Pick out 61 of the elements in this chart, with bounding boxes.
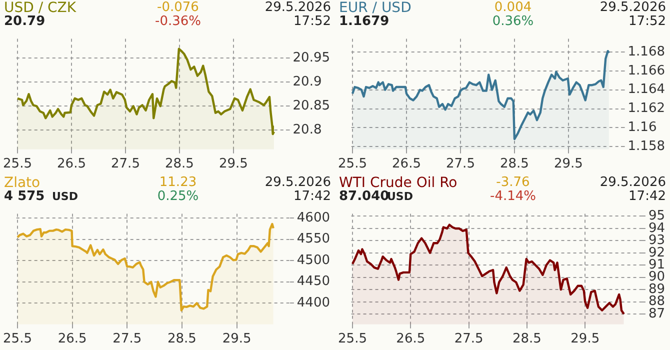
x-tick-label: 28.5 [500,156,529,172]
y-tick-label: 4600 [296,210,330,226]
y-tick-label: 4550 [296,232,330,247]
x-tick-label: 25.5 [3,332,32,347]
x-tick-label: 27.5 [454,332,484,347]
text: 17:42 [628,189,666,204]
text: 17:52 [294,14,331,29]
y-tick-label: 1.162 [628,101,665,116]
x-tick-label: 29.5 [219,156,248,172]
y-tick-label: 1.16 [628,120,657,136]
text: 29.5.2026 [264,0,331,15]
y-tick-label: 20.95 [292,50,330,66]
x-tick-label: 29.5 [570,332,600,347]
text: 0.004 [494,0,532,15]
x-tick-label: 28.5 [165,156,194,172]
y-tick-label: 20.85 [292,98,330,114]
x-tick-label: 26.5 [396,332,426,347]
x-tick-label: 28.5 [512,332,542,347]
y-tick-label: 20.8 [292,122,322,138]
y-axis-title: USD [52,190,78,204]
text: 11.23 [159,175,197,190]
x-tick-label: 27.5 [112,332,142,347]
text: -0.36% [155,14,201,29]
chart-title: Zlato [4,175,40,191]
x-tick-label: 26.5 [58,332,87,347]
text: 29.5.2026 [264,175,331,190]
x-tick-label: 29.5 [222,332,252,347]
text: 29.5.2026 [600,175,666,190]
x-tick-label: 25.5 [338,156,367,172]
text: 87.040 [339,189,390,204]
text: -0.076 [157,0,199,15]
text: 20.79 [4,14,46,29]
text: 0.36% [492,14,534,29]
text: 4 575 [4,189,45,204]
y-tick-label: 1.164 [628,82,665,98]
x-tick-label: 27.5 [446,156,475,172]
y-tick-label: 1.158 [628,138,665,154]
chart-title: WTI Crude Oil Ro [339,175,458,191]
text: 17:42 [294,189,331,204]
y-tick-label: 4400 [296,296,330,311]
text: -3.76 [496,175,530,190]
x-tick-label: 26.5 [392,156,421,172]
y-axis-title: USD [387,190,413,204]
chart-title: USD / CZK [4,0,76,16]
x-tick-label: 25.5 [3,156,32,172]
y-tick-label: 20.9 [292,74,322,90]
text: 17:52 [628,14,666,29]
y-tick-label: 1.168 [628,44,665,60]
y-tick-label: 4500 [296,252,330,268]
chart-title: EUR / USD [339,0,412,16]
text: 0.25% [157,189,199,204]
text: 29.5.2026 [600,0,666,15]
y-tick-label: 4450 [296,274,330,290]
x-tick-label: 25.5 [338,332,367,347]
x-tick-label: 26.5 [57,156,86,172]
text: 1.1679 [339,14,390,29]
y-tick-label: 1.166 [628,63,665,78]
x-tick-label: 29.5 [554,156,583,172]
text: -4.14% [490,189,536,204]
x-tick-label: 27.5 [111,156,140,172]
x-tick-label: 28.5 [168,332,196,347]
